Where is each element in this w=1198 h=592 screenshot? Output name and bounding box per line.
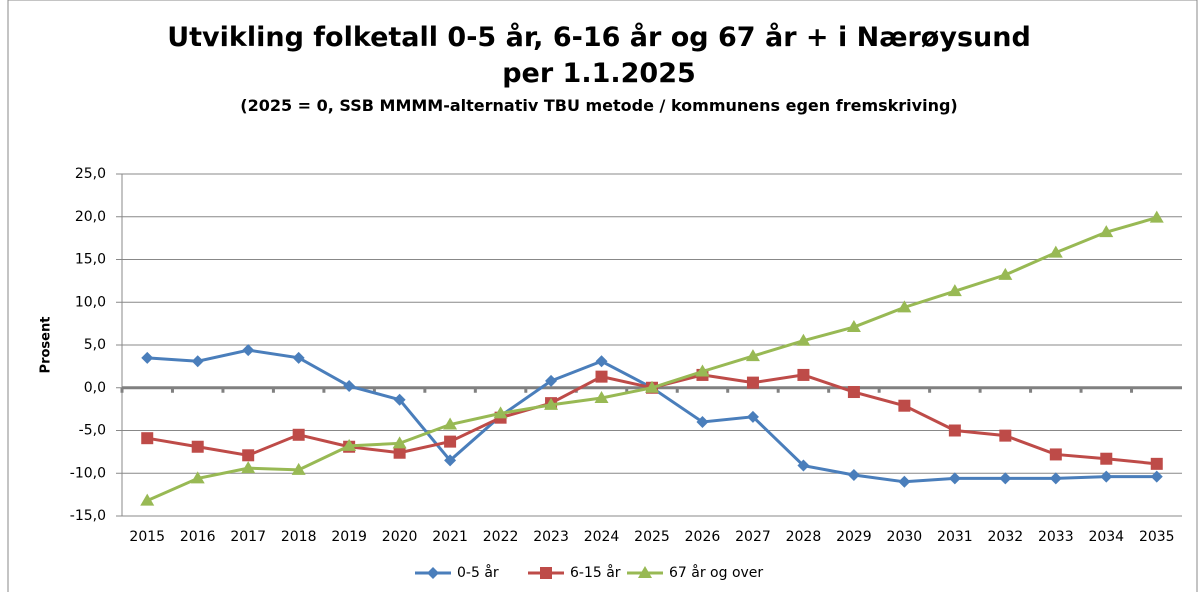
data-point [645,380,659,393]
data-point [393,393,406,406]
x-tick-label: 2016 [180,529,216,545]
data-point [291,462,306,475]
x-tick-label: 2034 [1088,529,1124,545]
data-point [1049,472,1062,485]
data-point [343,380,356,393]
data-point [141,432,154,445]
data-point [948,424,961,437]
data-point [695,364,710,377]
data-point [898,475,911,488]
y-tick-label: -10,0 [70,465,106,481]
x-tick-label: 2032 [988,529,1024,545]
data-point [898,399,911,412]
x-tick-label: 2018 [281,529,317,545]
y-axis-label: Prosent [39,317,54,374]
data-point [796,333,811,346]
data-point [292,351,305,364]
data-point [545,374,558,387]
data-point [595,370,608,383]
y-tick-label: -15,0 [70,508,106,524]
y-tick-label: 5,0 [84,337,106,353]
x-tick-label: 2017 [230,529,266,545]
data-point [897,300,912,313]
data-point [1100,470,1113,483]
x-tick-label: 2022 [483,529,519,545]
data-point [847,468,860,481]
legend-label: 0-5 år [457,564,499,581]
data-point [392,436,407,449]
chart-title: Utvikling folketall 0-5 år, 6-16 år og 6… [167,22,1031,89]
x-tick-label: 2023 [533,529,569,545]
data-point [493,406,508,419]
data-point [1048,245,1063,258]
y-tick-label: 10,0 [75,294,106,310]
x-tick-label: 2031 [937,529,973,545]
chart-subtitle: (2025 = 0, SSB MMMM-alternativ TBU metod… [240,96,958,115]
x-tick-label: 2027 [735,529,771,545]
legend-marker [638,566,652,578]
x-tick-label: 2021 [432,529,468,545]
data-point [745,349,760,362]
data-point [393,446,406,459]
x-tick-label: 2020 [382,529,418,545]
x-tick-label: 2035 [1139,529,1175,545]
y-tick-label: 25,0 [75,166,106,182]
data-point [746,376,759,389]
data-point [947,284,962,297]
data-point [241,461,256,474]
data-point [444,435,457,448]
y-tick-label: 20,0 [75,209,106,225]
y-tick-label: 15,0 [75,252,106,268]
series-line [147,348,1157,484]
data-point [1049,448,1062,461]
data-point [999,429,1012,442]
legend-label: 67 år og over [669,564,763,581]
data-point [999,472,1012,485]
y-tick-label: -5,0 [79,423,106,439]
data-point [1150,470,1163,483]
data-point [190,471,205,484]
data-point [242,344,255,357]
x-tick-label: 2024 [584,529,620,545]
data-point [797,459,810,472]
data-point [242,449,255,462]
data-point [847,386,860,399]
x-tick-label: 2015 [129,529,165,545]
legend-label: 6-15 år [570,564,621,581]
data-point [292,428,305,441]
data-point [696,415,709,428]
data-point [594,391,609,404]
chart-frame [7,0,1198,592]
x-tick-label: 2033 [1038,529,1074,545]
x-tick-label: 2025 [634,529,670,545]
data-point [140,493,155,506]
data-point [1150,457,1163,470]
data-point [595,355,608,368]
data-point [948,472,961,485]
legend-marker [427,567,439,579]
data-point [141,351,154,364]
data-point [191,440,204,453]
x-tick-label: 2030 [887,529,923,545]
data-point [1100,452,1113,465]
data-point [846,320,861,333]
x-tick-label: 2026 [685,529,721,545]
x-tick-label: 2028 [786,529,822,545]
x-tick-label: 2019 [331,529,367,545]
legend-marker [540,567,552,579]
data-point [443,417,458,430]
data-point [1099,225,1114,238]
data-point [544,397,559,410]
data-point [1149,210,1164,223]
data-point [444,454,457,467]
data-point [342,438,357,451]
data-point [998,267,1013,280]
data-point [797,368,810,381]
data-point [746,410,759,423]
data-point [191,355,204,368]
x-tick-label: 2029 [836,529,872,545]
y-tick-label: 0,0 [84,380,106,396]
